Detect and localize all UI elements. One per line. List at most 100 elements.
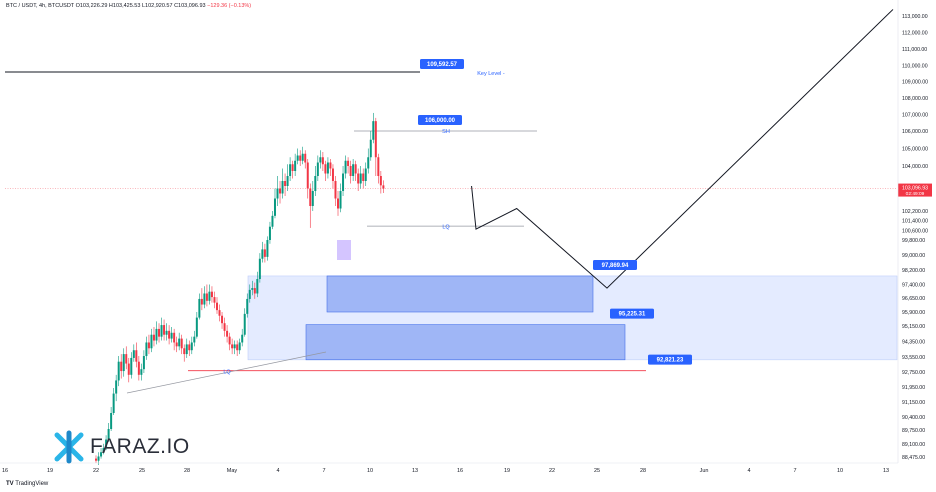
candle-body [102,448,105,453]
candle-body [221,315,224,324]
key-level-tag-text: 109,592.57 [427,62,458,68]
current-price-countdown: 02:49:09 [906,191,925,197]
price-change: −129.36 (−0.13%) [207,3,252,9]
x-tick-label: 10 [367,468,373,474]
candle-body [107,429,110,440]
x-tick-label: 13 [412,468,418,474]
candle-body [319,157,322,163]
candle-body [359,173,362,184]
candle-body [152,334,155,341]
x-tick-label: 25 [139,468,145,474]
candle-body [218,310,221,316]
candle-body [173,332,176,343]
candle-body [311,191,314,206]
candle-body [251,288,254,290]
candle-body [276,188,279,199]
y-tick-label: 108,000.00 [902,96,928,102]
y-tick-label: 89,750.00 [902,428,925,434]
y-tick-label: 95,900.00 [902,310,925,316]
lq-lower-tag-bg [648,354,692,365]
candle-body [100,452,103,457]
tradingview-logo: TV TradingView [6,481,48,487]
candle-body [253,288,256,294]
candle-body [208,291,211,301]
x-tick-label: 22 [549,468,555,474]
candle-body [195,317,198,337]
lq-lower-tag-text: 92,821.23 [657,358,684,364]
candle-body [110,413,113,429]
y-tick-label: 100,600.00 [902,228,928,234]
candle-body [200,298,203,305]
candle-body [180,338,183,349]
trendline [126,351,327,394]
candle-body [299,155,302,161]
y-tick-label: 110,000.00 [902,63,928,69]
candle-body [170,332,173,339]
y-tick-label: 91,150.00 [902,400,925,406]
candle-body [339,191,342,209]
symbol-label: BTC / USDT, 4h, BTCUSDT [6,3,75,9]
y-tick-label: 102,200.00 [902,209,928,215]
candle-body [374,121,377,158]
candle-body [155,328,158,341]
candle-body [258,258,261,280]
candle-body [362,173,365,181]
x-tick-label: 28 [640,468,646,474]
candle-body [213,297,216,303]
y-tick-label: 106,000.00 [902,129,928,135]
x-tick-label: 4 [747,468,750,474]
candle-body [185,344,188,355]
x-tick-label: 19 [504,468,510,474]
candle-body [183,348,186,355]
candle-body [127,363,130,375]
candle-body [97,456,100,461]
candle-body [210,291,213,298]
candle-body [236,344,239,351]
faraz-logo-icon [54,430,84,464]
y-tick-label: 107,000.00 [902,113,928,119]
candle-body [193,336,196,343]
candle-body [226,330,229,337]
y-tick-label: 96,650.00 [902,296,925,302]
candle-body [160,325,163,337]
chart-header: BTC / USDT, 4h, BTCUSDT O103,226.29 H103… [6,3,251,9]
x-tick-label: 7 [322,468,325,474]
candle-body [326,162,329,174]
y-tick-label: 90,400.00 [902,415,925,421]
candle-body [261,249,264,259]
candle-body [203,293,206,305]
candle-body [369,139,372,158]
faraz-watermark: FARAZ.IO [52,430,190,464]
candle-body [273,198,276,216]
y-tick-label: 111,000.00 [902,47,927,53]
sh-caption: SH [442,129,450,135]
x-tick-label: 16 [457,468,463,474]
candle-body [137,361,140,375]
y-tick-label: 94,350.00 [902,340,925,346]
sh-tag: 106,000.00 [418,115,462,125]
x-tick-label: 22 [93,468,99,474]
candle-body [316,162,319,176]
zone-1-tag-text: 97,869.94 [602,263,629,269]
candle-body [324,164,327,174]
candle-body [190,342,193,351]
faraz-wordmark: FARAZ.IO [90,435,190,458]
candle-body [263,249,266,257]
order-block-marker [337,240,351,260]
candle-body [168,330,171,339]
candle-body [279,188,282,194]
candle-body [147,342,150,349]
candle-body [286,176,289,186]
y-tick-label: 101,400.00 [902,219,928,225]
key-level-tag-bg [420,58,464,69]
candle-body [105,439,108,448]
candle-body [122,354,125,372]
candle-body [175,342,178,347]
y-tick-label: 93,550.00 [902,355,925,361]
x-tick-label: 19 [47,468,53,474]
x-tick-label: 13 [883,468,889,474]
candle-body [125,354,128,364]
x-tick-label: 4 [276,468,279,474]
